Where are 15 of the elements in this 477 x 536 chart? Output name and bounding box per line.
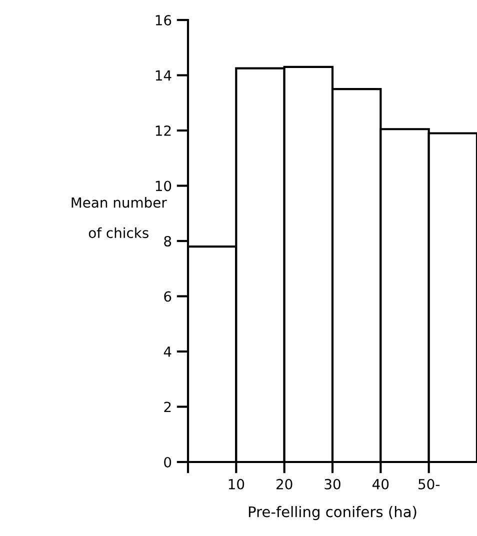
x-tick-label: 30	[324, 478, 340, 490]
x-tick-label: 50-	[418, 478, 440, 490]
x-axis-title: Pre-felling conifers (ha)	[248, 506, 416, 520]
y-tick-label: 0	[164, 456, 172, 468]
y-tick-label: 10	[156, 180, 172, 192]
x-tick-label: 10	[228, 478, 244, 490]
y-tick-label: 16	[156, 14, 172, 26]
y-tick-label: 6	[164, 291, 172, 302]
y-tick-label: 14	[156, 70, 172, 81]
x-tick-label: 20	[276, 478, 292, 490]
y-tick-label: 2	[164, 402, 171, 412]
x-tick-label: 40	[372, 478, 389, 490]
y-tick-label: 4	[164, 346, 172, 357]
y-tick-label: 12	[156, 125, 171, 136]
y-tick-label: 8	[164, 236, 172, 246]
